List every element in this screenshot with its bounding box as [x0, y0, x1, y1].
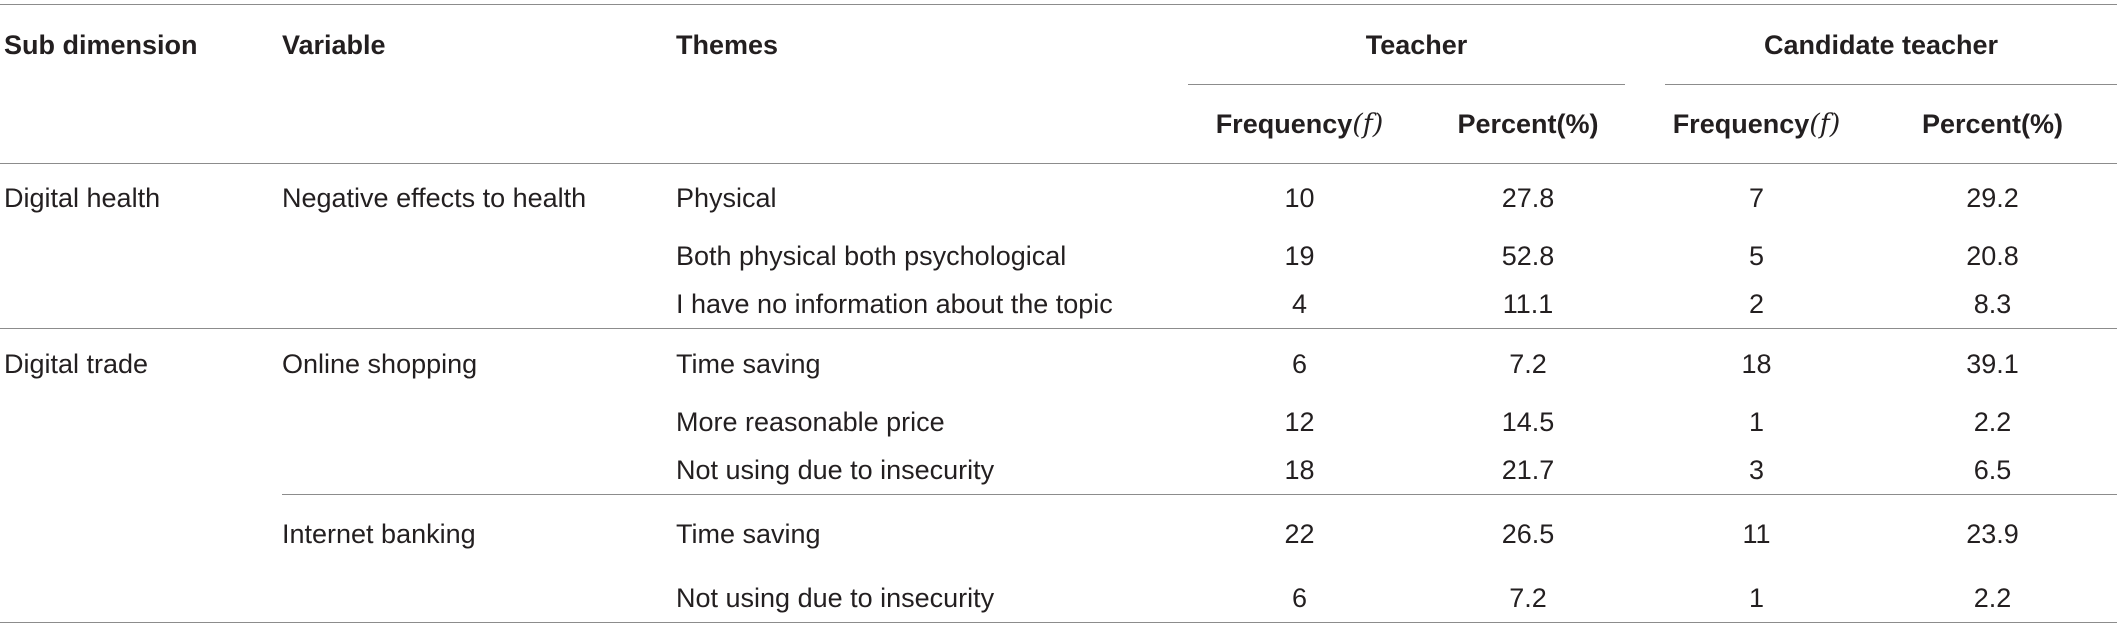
cell-sub-dimension	[0, 574, 282, 623]
header-spacer	[676, 85, 1188, 164]
header-row-sub: Frequency(f) Percent(%) Frequency(f) Per…	[0, 85, 2117, 164]
cell-theme: Not using due to insecurity	[676, 582, 995, 613]
cell-sub-dimension	[0, 495, 282, 575]
cell-sub-dimension	[0, 280, 282, 329]
table-row: Not using due to insecurity 18 21.7 3 6.…	[0, 446, 2117, 495]
header-teacher: Teacher	[1365, 29, 1468, 60]
cell-teacher-percent: 14.5	[1501, 407, 1555, 437]
header-teacher-percent: Percent(%)	[1411, 85, 1645, 164]
header-sub-dimension: Sub dimension	[4, 29, 198, 60]
candidate-group-underline	[1665, 84, 2117, 85]
header-candidate-group: Candidate teacher	[1645, 5, 2117, 85]
percent-label: Percent	[1457, 108, 1557, 139]
header-teacher-group: Teacher	[1188, 5, 1645, 85]
cell-candidate-percent: 39.1	[1966, 348, 2019, 379]
cell-candidate-percent: 29.2	[1966, 183, 2019, 213]
cell-teacher-frequency: 10	[1284, 183, 1315, 213]
cell-candidate-percent: 2.2	[1973, 582, 2012, 613]
header-row-top: Sub dimension Variable Themes Teacher Ca…	[0, 4, 2117, 85]
cell-theme: Time saving	[676, 348, 821, 379]
cell-sub-dimension: Digital trade	[4, 348, 149, 379]
header-teacher-frequency: Frequency(f)	[1188, 85, 1411, 164]
table-row: More reasonable price 12 14.5 1 2.2	[0, 399, 2117, 446]
cell-teacher-percent: 11.1	[1502, 288, 1554, 319]
cell-sub-dimension	[0, 399, 282, 446]
cell-teacher-percent: 21.7	[1501, 454, 1555, 485]
cell-candidate-frequency: 1	[1748, 407, 1765, 437]
cell-variable	[282, 280, 676, 329]
cell-variable	[282, 399, 676, 446]
cell-teacher-percent: 26.5	[1411, 494, 1645, 574]
cell-teacher-percent: 27.8	[1501, 183, 1555, 213]
cell-variable	[282, 574, 676, 623]
cell-teacher-frequency: 18	[1284, 454, 1315, 485]
cell-theme: I have no information about the topic	[676, 288, 1113, 319]
cell-teacher-frequency: 4	[1291, 288, 1308, 319]
cell-candidate-percent: 6.5	[1973, 454, 2012, 485]
cell-candidate-percent: 8.3	[1973, 288, 2012, 319]
cell-teacher-frequency: 6	[1291, 582, 1308, 613]
frequency-symbol: (f)	[1352, 108, 1384, 140]
cell-candidate-frequency: 1	[1748, 582, 1765, 613]
cell-sub-dimension: Digital health	[4, 183, 161, 213]
cell-variable: Internet banking	[282, 494, 676, 574]
cell-candidate-frequency: 5	[1748, 241, 1765, 271]
cell-variable: Online shopping	[282, 348, 478, 379]
cell-teacher-frequency: 22	[1188, 494, 1411, 574]
table-row: Both physical both psychological 19 52.8…	[0, 233, 2117, 280]
table-row: Digital trade Online shopping Time savin…	[0, 329, 2117, 400]
header-spacer	[282, 85, 676, 164]
cell-candidate-percent: 2.2	[1973, 407, 2012, 437]
header-themes: Themes	[676, 29, 779, 60]
cell-theme: Time saving	[676, 494, 1188, 574]
header-spacer	[0, 85, 282, 164]
header-candidate-percent: Percent(%)	[1868, 85, 2117, 164]
cell-variable	[282, 446, 676, 495]
cell-candidate-frequency: 11	[1645, 494, 1868, 574]
cell-teacher-frequency: 12	[1284, 407, 1315, 437]
cell-theme: Not using due to insecurity	[676, 454, 995, 485]
cell-theme: More reasonable price	[676, 407, 945, 437]
cell-teacher-percent: 7.2	[1509, 348, 1547, 379]
frequency-label: Frequency	[1672, 108, 1810, 139]
cell-theme: Both physical both psychological	[676, 241, 1067, 271]
table-row: Internet banking Time saving 22 26.5 11 …	[0, 494, 2117, 575]
header-candidate-teacher: Candidate teacher	[1763, 29, 1999, 60]
cell-variable: Negative effects to health	[282, 183, 587, 213]
cell-sub-dimension	[0, 446, 282, 495]
table-row: Not using due to insecurity 6 7.2 1 2.2	[0, 574, 2117, 623]
cell-teacher-frequency: 19	[1284, 241, 1315, 271]
teacher-group-underline	[1188, 84, 1625, 85]
cell-teacher-frequency: 6	[1291, 348, 1308, 379]
cell-sub-dimension	[0, 233, 282, 280]
cell-candidate-frequency: 7	[1748, 183, 1765, 213]
percent-symbol: (%)	[2021, 108, 2064, 139]
cell-teacher-percent: 52.8	[1501, 241, 1555, 271]
cell-candidate-percent: 20.8	[1966, 241, 2019, 271]
cell-candidate-frequency: 3	[1748, 454, 1765, 485]
header-variable: Variable	[282, 29, 386, 60]
table-row: I have no information about the topic 4 …	[0, 280, 2117, 329]
table-row: Digital health Negative effects to healt…	[0, 164, 2117, 234]
header-candidate-frequency: Frequency(f)	[1645, 85, 1868, 164]
frequency-symbol: (f)	[1809, 108, 1841, 140]
data-table: Sub dimension Variable Themes Teacher Ca…	[0, 4, 2117, 623]
cell-teacher-percent: 7.2	[1509, 582, 1547, 613]
percent-symbol: (%)	[1556, 108, 1599, 139]
percent-label: Percent	[1921, 108, 2022, 139]
cell-variable	[282, 233, 676, 280]
cell-candidate-frequency: 18	[1741, 348, 1772, 379]
cell-candidate-frequency: 2	[1748, 288, 1765, 319]
cell-candidate-percent: 23.9	[1868, 494, 2117, 574]
cell-theme: Physical	[676, 183, 777, 213]
frequency-label: Frequency	[1215, 108, 1353, 139]
